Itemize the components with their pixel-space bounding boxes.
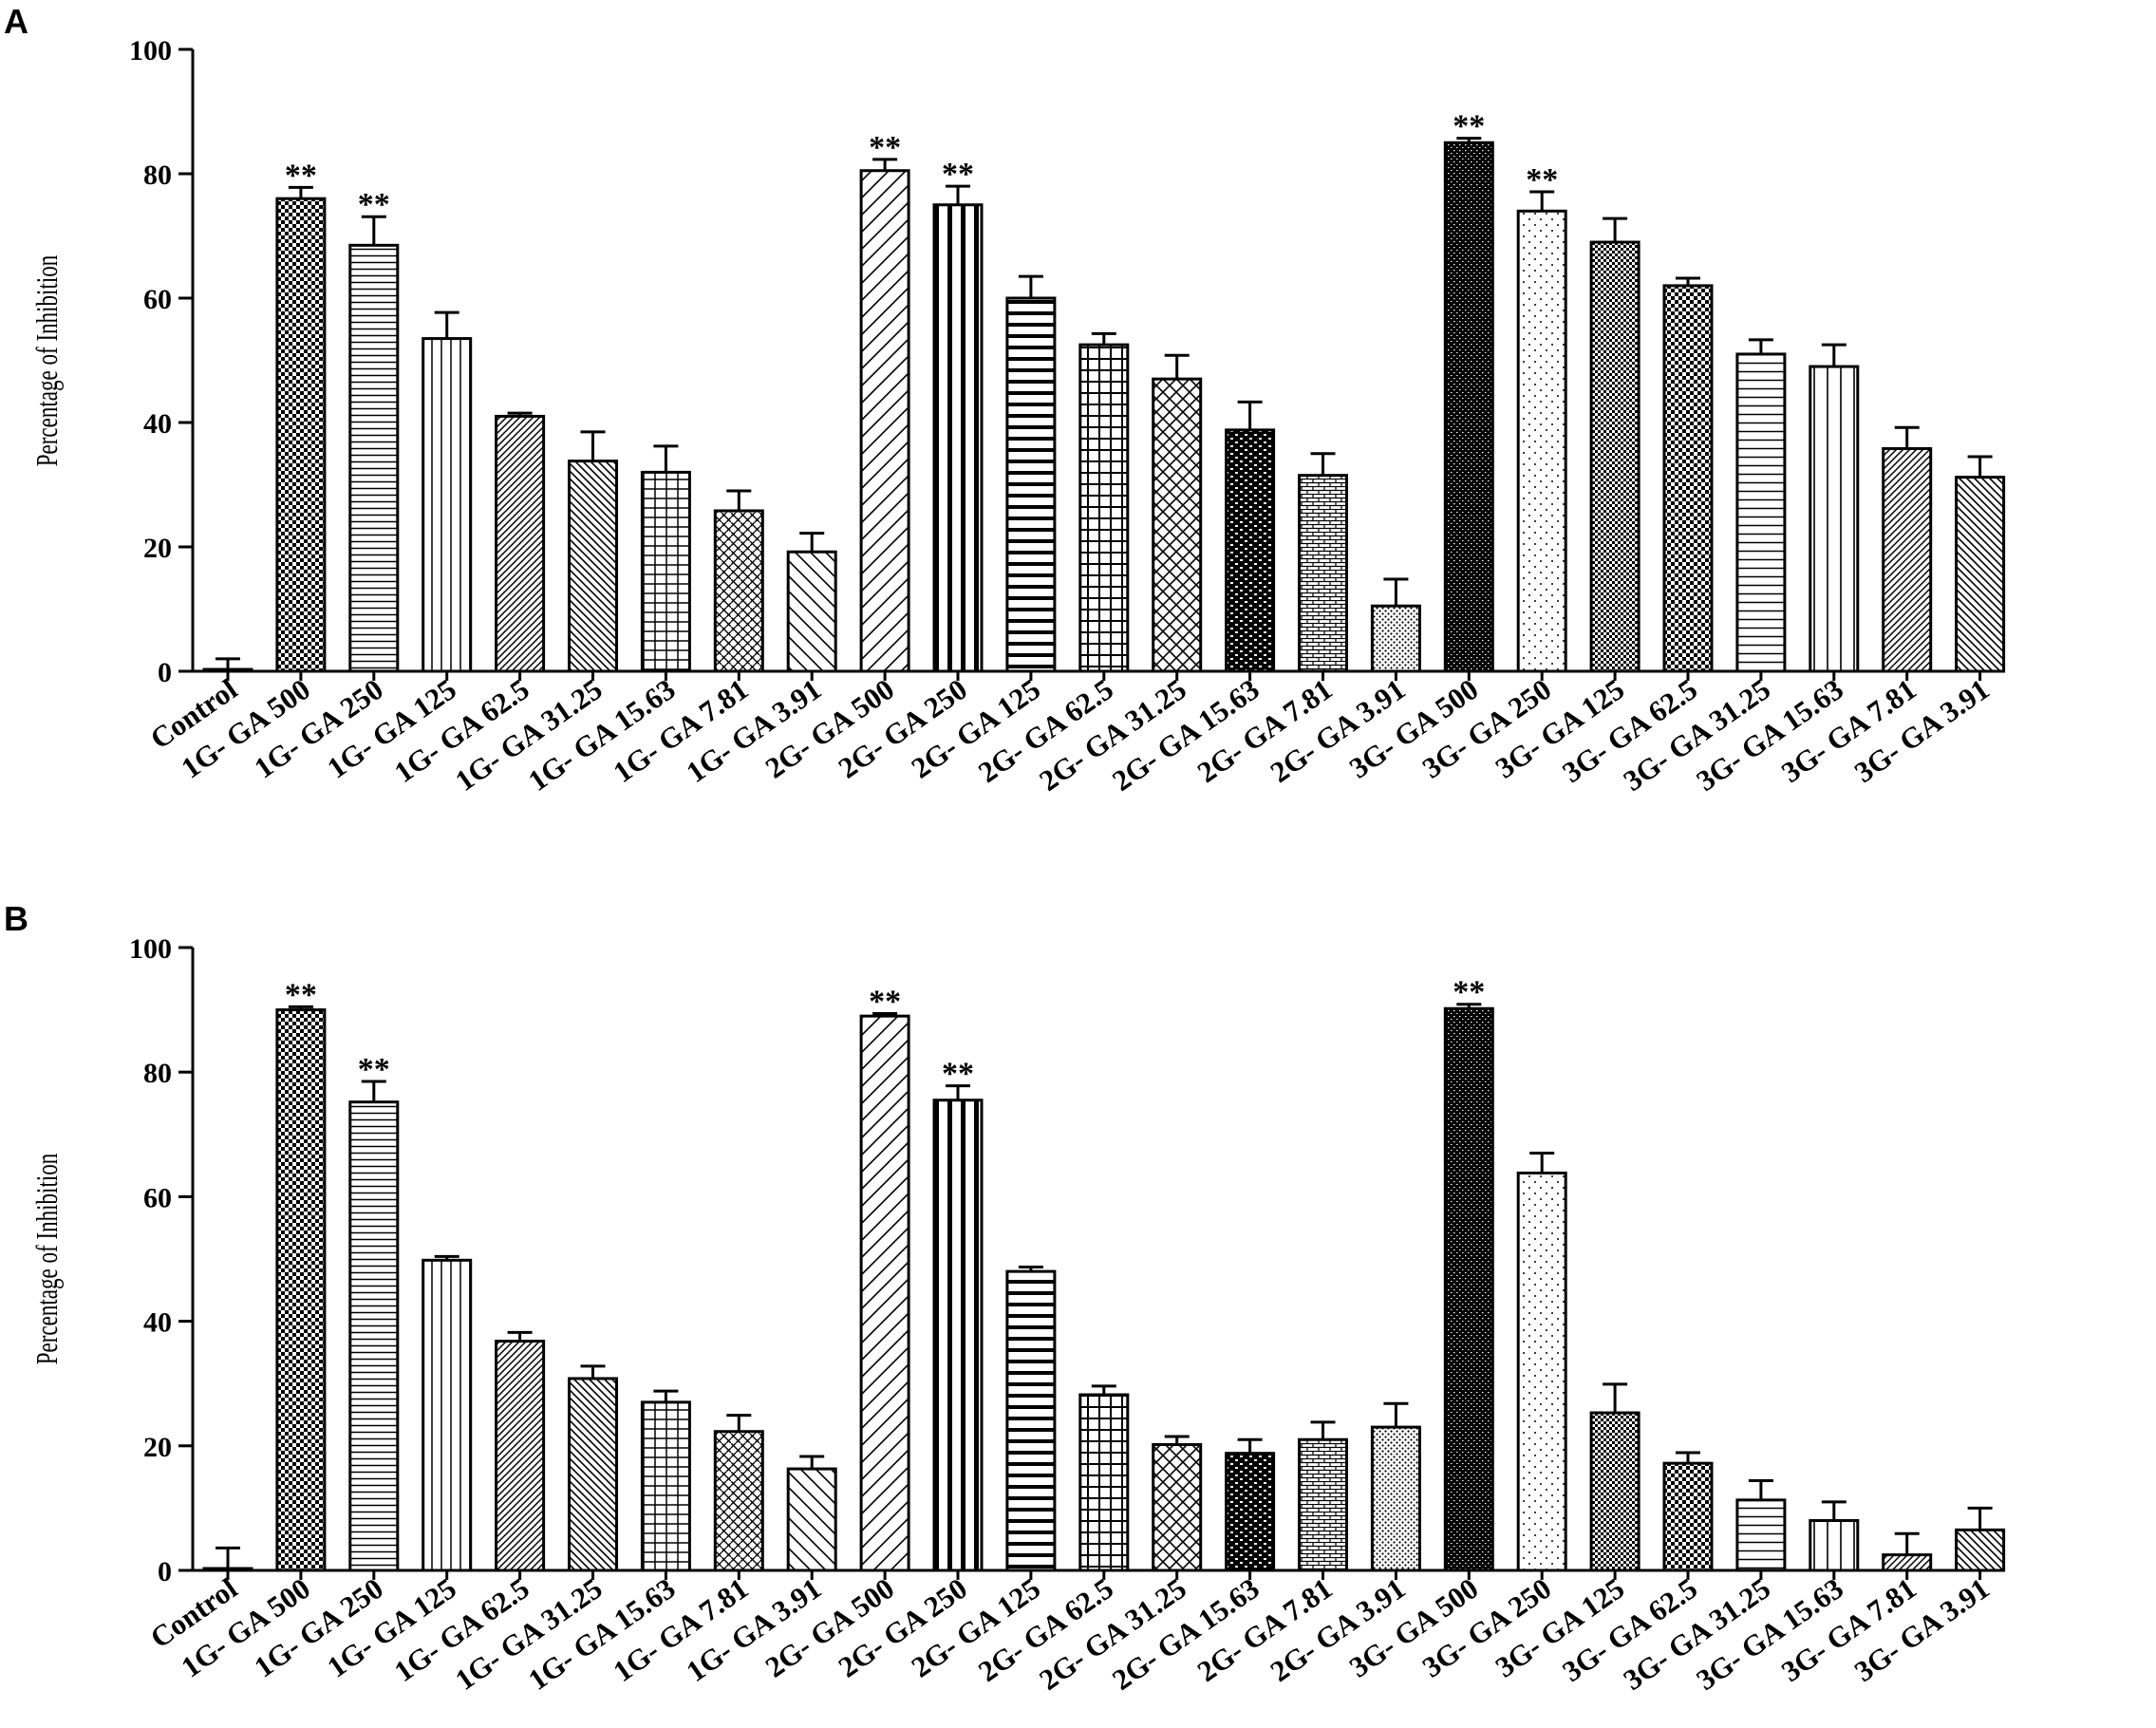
y-tick-label: 100 [129, 35, 172, 66]
bar [1882, 447, 1933, 673]
significance-label: ** [942, 157, 974, 192]
bar [786, 1467, 837, 1572]
bar [640, 1400, 691, 1572]
bar [1298, 1437, 1348, 1572]
bar [202, 1567, 253, 1572]
bar [202, 667, 253, 673]
bar [932, 203, 984, 673]
bar [1662, 1461, 1714, 1572]
y-axis-title: Percentage of Inhibition [30, 1154, 65, 1365]
y-tick-label: 60 [143, 284, 172, 315]
bar [495, 1340, 546, 1572]
y-tick-label: 0 [158, 1556, 172, 1587]
bar [1078, 343, 1130, 673]
y-tick-label: 20 [143, 1432, 172, 1463]
bar [1152, 1442, 1203, 1572]
bar [1005, 296, 1057, 673]
bar [1443, 141, 1494, 673]
bar [1735, 1498, 1787, 1572]
bar [1298, 474, 1348, 673]
y-tick-label: 60 [143, 1182, 172, 1213]
bar [859, 1014, 910, 1572]
bar [1078, 1393, 1130, 1572]
bar [1589, 240, 1640, 673]
bar [1882, 1553, 1933, 1572]
bar [275, 197, 327, 673]
y-tick-label: 20 [143, 533, 172, 564]
significance-label: ** [358, 1052, 390, 1087]
y-axis-title: Percentage of Inhibition [30, 255, 65, 467]
bar [1809, 365, 1860, 673]
significance-label: ** [285, 977, 317, 1012]
bar [1809, 1519, 1860, 1572]
y-tick-label: 40 [143, 408, 172, 440]
chart-b: Percentage of Inhibition020406080100Cont… [30, 933, 2006, 1697]
bar [1370, 604, 1421, 673]
bar [859, 169, 910, 673]
y-tick-label: 80 [143, 1058, 172, 1089]
bar [422, 1258, 473, 1572]
significance-label: ** [358, 187, 390, 222]
bar [1955, 1528, 2006, 1572]
significance-label: ** [1453, 109, 1485, 144]
bar [275, 1008, 327, 1572]
bar [713, 509, 764, 673]
significance-label: ** [1453, 975, 1485, 1010]
bar [1735, 352, 1787, 673]
bar [348, 243, 400, 673]
bar [1662, 284, 1714, 673]
bar [495, 414, 546, 673]
bar [1225, 428, 1276, 673]
panel-label-a: A [4, 2, 28, 41]
bar [1516, 1171, 1567, 1572]
bar [1225, 1452, 1276, 1572]
panel-label-b: B [4, 899, 28, 938]
y-tick-label: 80 [143, 160, 172, 191]
bar [1005, 1269, 1057, 1572]
bar [1955, 476, 2006, 673]
significance-label: ** [942, 1057, 974, 1092]
bar [1443, 1006, 1494, 1572]
chart-a: Percentage of Inhibition020406080100Cont… [30, 35, 2006, 798]
bar [1589, 1411, 1640, 1572]
y-tick-label: 0 [158, 657, 172, 688]
bar [568, 1377, 618, 1572]
bar [1516, 209, 1567, 673]
y-tick-label: 40 [143, 1307, 172, 1339]
bar [1370, 1425, 1421, 1572]
bar [786, 550, 837, 673]
bar [640, 470, 691, 673]
bar [568, 460, 618, 673]
bar [348, 1100, 400, 1572]
bar [932, 1099, 984, 1572]
bar [422, 337, 473, 673]
significance-label: ** [869, 985, 901, 1020]
bar [1152, 377, 1203, 673]
significance-label: ** [285, 158, 317, 193]
significance-label: ** [1526, 162, 1558, 197]
significance-label: ** [869, 130, 901, 165]
bar [713, 1430, 764, 1572]
y-tick-label: 100 [129, 933, 172, 965]
